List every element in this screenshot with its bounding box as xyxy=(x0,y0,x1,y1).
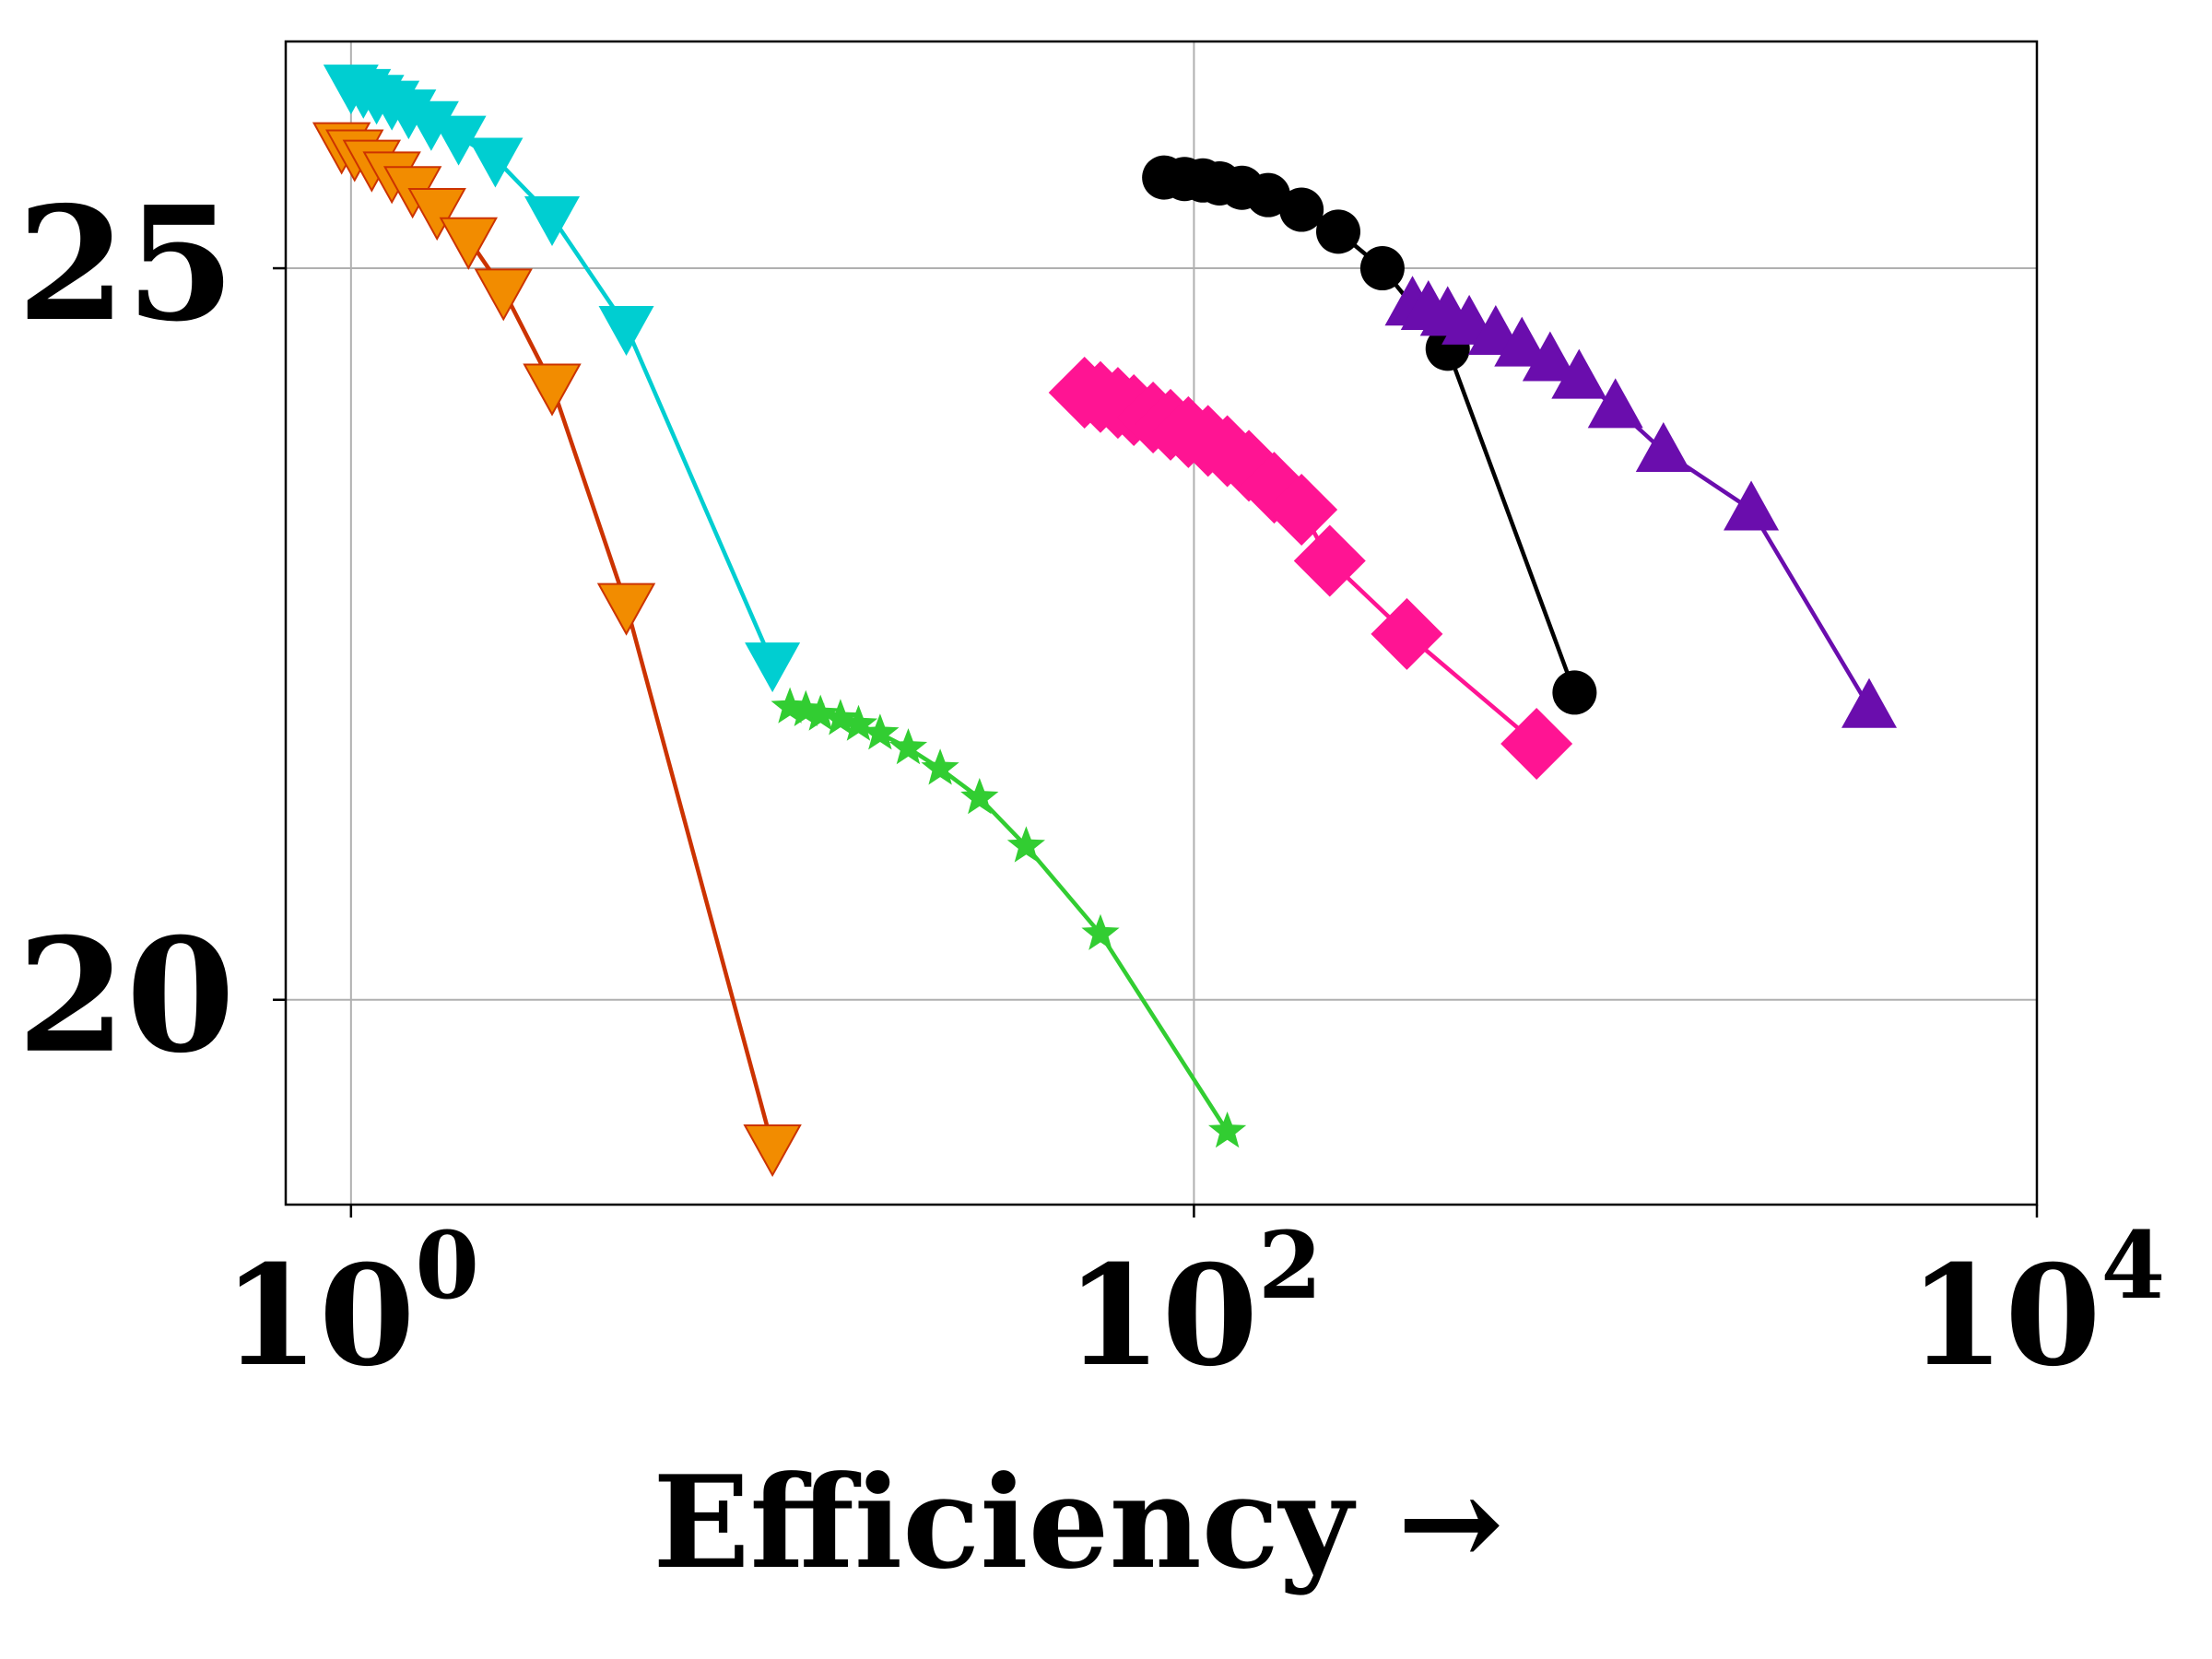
series-2-point xyxy=(888,728,928,765)
series-3-point xyxy=(1500,707,1573,780)
x-tick-label: 100 xyxy=(223,1211,479,1397)
series-5-point xyxy=(1587,378,1643,429)
series-2-point xyxy=(821,699,860,735)
series-layer xyxy=(312,65,1898,1178)
x-tick-label: 102 xyxy=(1065,1211,1322,1397)
x-tick-label-exponent: 4 xyxy=(2101,1211,2166,1320)
y-tick-label: 25 xyxy=(17,172,235,357)
series-0 xyxy=(323,65,801,693)
series-2-point xyxy=(960,778,999,815)
series-1-point xyxy=(743,1124,802,1178)
series-5-point xyxy=(1551,348,1607,399)
series-0-point xyxy=(598,306,654,357)
series-2 xyxy=(771,687,1247,1148)
series-0-point xyxy=(430,115,487,166)
x-tick-label-exponent: 0 xyxy=(415,1211,479,1320)
series-3-point xyxy=(1293,524,1366,597)
series-2-point xyxy=(801,694,840,731)
series-2-point xyxy=(921,748,959,785)
series-4-point xyxy=(1245,172,1290,218)
series-4-point xyxy=(1279,187,1324,232)
series-1-point xyxy=(523,363,582,417)
x-tick-label-base: 10 xyxy=(223,1235,416,1397)
series-4-point xyxy=(1359,246,1405,291)
series-1-line xyxy=(340,142,775,1147)
series-5-point xyxy=(1841,677,1898,728)
x-tick-label: 104 xyxy=(1909,1211,2165,1397)
series-3-point xyxy=(1265,473,1338,546)
series-2-line xyxy=(789,705,1230,1133)
plot-frame xyxy=(284,40,2039,1206)
series-1-point xyxy=(407,188,466,241)
series-2-point xyxy=(1006,826,1045,863)
series-5 xyxy=(1384,276,1898,728)
series-2-point xyxy=(839,704,878,741)
series-1-point xyxy=(596,582,656,636)
series-3 xyxy=(1048,356,1573,780)
x-tick-label-base: 10 xyxy=(1909,1235,2101,1397)
series-5-line xyxy=(1411,302,1871,709)
series-2-point xyxy=(1081,913,1120,950)
series-5-point xyxy=(1494,316,1550,367)
series-5-point xyxy=(1522,331,1578,382)
series-2-point xyxy=(1208,1112,1247,1148)
series-3-point xyxy=(1371,597,1443,670)
series-0-point xyxy=(467,137,524,188)
series-2-point xyxy=(861,713,900,750)
series-1-point xyxy=(474,268,533,322)
x-axis-label: Efficiency → xyxy=(653,1447,1503,1597)
series-1-point xyxy=(439,217,499,270)
x-tick-label-exponent: 2 xyxy=(1258,1211,1323,1320)
series-5-point xyxy=(1724,480,1780,531)
y-tick-label: 20 xyxy=(17,904,235,1088)
x-tick-label-base: 10 xyxy=(1065,1235,1258,1397)
series-0-point xyxy=(403,100,459,151)
series-0-point xyxy=(524,195,581,246)
series-0-point xyxy=(745,642,801,693)
series-4-point xyxy=(1316,209,1361,254)
series-4-point xyxy=(1552,670,1597,715)
series-5-point xyxy=(1635,421,1691,472)
series-1 xyxy=(312,122,802,1178)
